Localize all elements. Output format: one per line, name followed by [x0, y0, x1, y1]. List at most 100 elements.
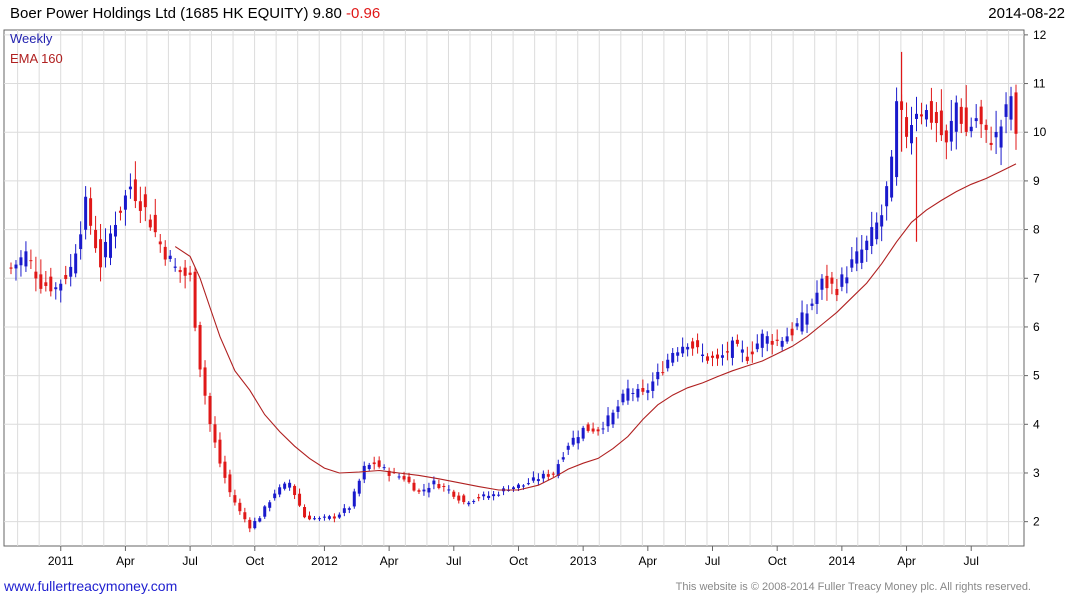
- candle-body: [830, 277, 834, 284]
- candle-body: [487, 495, 491, 499]
- candle-body: [54, 287, 58, 290]
- y-tick-label: 3: [1033, 466, 1040, 480]
- candle-body: [109, 233, 113, 258]
- candle-body: [422, 489, 426, 492]
- candle-body: [691, 341, 695, 349]
- candle-body: [158, 241, 162, 245]
- candle-body: [596, 429, 600, 432]
- candle-body: [954, 102, 958, 132]
- candle-body: [24, 251, 28, 267]
- candle-body: [258, 518, 262, 522]
- candle-body: [34, 271, 38, 279]
- candle-body: [755, 343, 759, 350]
- candle-body: [79, 234, 83, 250]
- candle-body: [735, 339, 739, 344]
- x-tick-label: 2013: [570, 554, 597, 568]
- candles: [9, 51, 1018, 533]
- y-tick-label: 11: [1033, 77, 1046, 91]
- candle-body: [531, 477, 535, 481]
- candle-body: [133, 179, 137, 202]
- candle-body: [497, 494, 501, 496]
- candle-body: [541, 473, 545, 479]
- candle-body: [317, 518, 321, 520]
- candle-body: [442, 486, 446, 488]
- candle-body: [208, 395, 212, 425]
- candle-body: [636, 388, 640, 398]
- candle-body: [113, 224, 117, 237]
- y-tick-label: 4: [1033, 417, 1040, 431]
- candle-body: [656, 371, 660, 380]
- candle-body: [64, 275, 68, 280]
- legend-ema: EMA 160: [10, 51, 63, 66]
- candle-body: [477, 497, 481, 499]
- candle-body: [795, 323, 799, 327]
- candle-body: [720, 355, 724, 358]
- candle-body: [606, 415, 610, 427]
- candle-body: [44, 282, 48, 286]
- candle-body: [437, 484, 441, 489]
- candle-body: [283, 483, 287, 489]
- candle-body: [417, 490, 421, 492]
- candle-body: [188, 272, 192, 275]
- candle-body: [9, 267, 13, 269]
- candle-body: [914, 113, 918, 119]
- candle-body: [268, 502, 272, 508]
- candle-body: [104, 241, 108, 258]
- candle-body: [591, 428, 595, 432]
- x-tick-label: 2014: [829, 554, 856, 568]
- candle-body: [934, 111, 938, 124]
- last-price: 9.80: [312, 5, 342, 22]
- candle-body: [994, 131, 998, 138]
- candle-body: [835, 288, 839, 296]
- candle-body: [770, 340, 774, 345]
- candle-body: [432, 480, 436, 485]
- candle-body: [243, 512, 247, 520]
- candle-body: [462, 495, 466, 503]
- candle-body: [895, 101, 899, 178]
- candle-body: [263, 506, 267, 517]
- candle-body: [492, 494, 496, 497]
- candle-body: [452, 491, 456, 497]
- candle-body: [138, 201, 142, 211]
- candle-body: [696, 340, 700, 348]
- candle-body: [785, 336, 789, 342]
- candle-body: [163, 246, 167, 260]
- site-link[interactable]: www.fullertreacymoney.com: [4, 578, 178, 594]
- y-tick-label: 8: [1033, 223, 1040, 237]
- candle-body: [815, 292, 819, 304]
- candle-body: [322, 516, 326, 518]
- candle-body: [123, 195, 127, 210]
- candle-body: [715, 354, 719, 359]
- x-tick-label: Apr: [638, 554, 657, 568]
- candle-body: [885, 186, 889, 207]
- y-tick-label: 7: [1033, 271, 1040, 285]
- y-tick-label: 12: [1033, 28, 1047, 42]
- candle-body: [298, 493, 302, 506]
- candle-body: [701, 354, 705, 357]
- x-tick-label: Oct: [245, 554, 264, 568]
- candle-body: [805, 313, 809, 325]
- candle-body: [168, 255, 172, 259]
- candle-body: [327, 516, 331, 519]
- candle-body: [288, 482, 292, 488]
- candle-body: [651, 381, 655, 391]
- y-tick-label: 10: [1033, 125, 1047, 139]
- candle-body: [661, 372, 665, 374]
- candle-body: [870, 227, 874, 246]
- x-tick-label: Apr: [380, 554, 399, 568]
- candle-body: [397, 476, 401, 478]
- candle-body: [586, 424, 590, 431]
- candle-body: [929, 101, 933, 123]
- candle-body: [337, 514, 341, 518]
- candle-body: [29, 260, 33, 262]
- candle-body: [581, 427, 585, 439]
- candle-body: [412, 482, 416, 491]
- candle-body: [760, 333, 764, 348]
- candle-body: [969, 126, 973, 132]
- candle-body: [810, 303, 814, 306]
- candle-body: [99, 239, 103, 268]
- candle-body: [711, 355, 715, 358]
- candle-body: [745, 356, 749, 361]
- candle-body: [1009, 96, 1013, 120]
- grid: [3, 29, 1025, 547]
